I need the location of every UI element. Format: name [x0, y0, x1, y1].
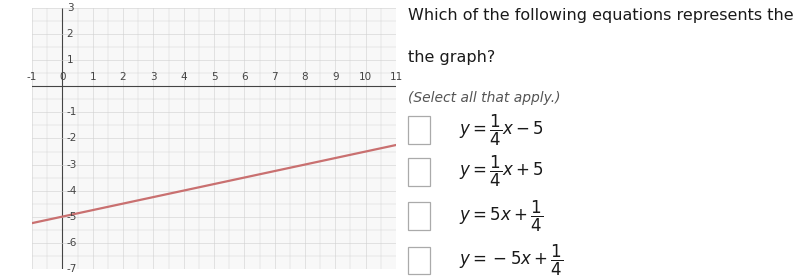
- Text: 0: 0: [59, 72, 66, 82]
- Text: the graph?: the graph?: [408, 50, 495, 65]
- Text: 2: 2: [120, 72, 126, 82]
- Text: -2: -2: [66, 134, 77, 143]
- Text: 3: 3: [66, 3, 74, 13]
- Text: -5: -5: [66, 212, 77, 222]
- Text: 7: 7: [271, 72, 278, 82]
- Text: -1: -1: [27, 72, 37, 82]
- Text: -4: -4: [66, 186, 77, 196]
- Text: 1: 1: [90, 72, 96, 82]
- Text: Which of the following equations represents the line on: Which of the following equations represe…: [408, 8, 800, 23]
- Text: $y = 5x + \dfrac{1}{4}$: $y = 5x + \dfrac{1}{4}$: [459, 198, 543, 234]
- Text: 8: 8: [302, 72, 308, 82]
- FancyBboxPatch shape: [408, 202, 430, 230]
- Text: 5: 5: [210, 72, 218, 82]
- Text: 11: 11: [390, 72, 402, 82]
- Text: $y = \dfrac{1}{4}x - 5$: $y = \dfrac{1}{4}x - 5$: [459, 112, 544, 148]
- Text: -7: -7: [66, 264, 77, 274]
- Text: 4: 4: [180, 72, 187, 82]
- Text: -1: -1: [66, 107, 77, 117]
- FancyBboxPatch shape: [408, 158, 430, 186]
- Text: (Select all that apply.): (Select all that apply.): [408, 91, 561, 106]
- Text: 6: 6: [241, 72, 248, 82]
- FancyBboxPatch shape: [408, 247, 430, 274]
- Text: 3: 3: [150, 72, 157, 82]
- Text: 9: 9: [332, 72, 338, 82]
- Text: 2: 2: [66, 29, 74, 39]
- Text: 1: 1: [66, 55, 74, 65]
- Text: 10: 10: [359, 72, 372, 82]
- Text: $y = \dfrac{1}{4}x + 5$: $y = \dfrac{1}{4}x + 5$: [459, 154, 544, 189]
- Text: -3: -3: [66, 160, 77, 170]
- FancyBboxPatch shape: [408, 116, 430, 144]
- Text: $y = -5x + \dfrac{1}{4}$: $y = -5x + \dfrac{1}{4}$: [459, 243, 564, 277]
- Text: -6: -6: [66, 238, 77, 248]
